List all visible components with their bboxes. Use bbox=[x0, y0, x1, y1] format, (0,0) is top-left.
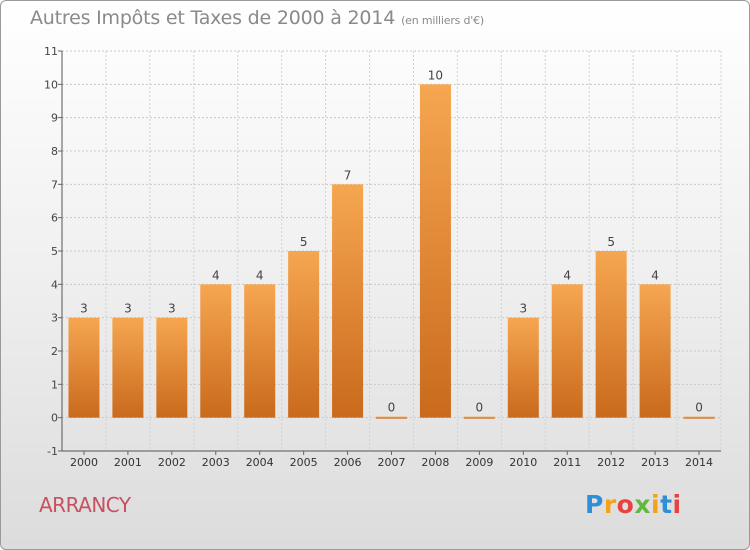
bar-2006 bbox=[332, 184, 364, 418]
value-label: 4 bbox=[212, 268, 220, 282]
x-tick-label: 2014 bbox=[685, 456, 713, 469]
x-tick-label: 2004 bbox=[246, 456, 274, 469]
bar-2011 bbox=[551, 284, 583, 418]
value-label: 7 bbox=[344, 168, 352, 182]
title-text: Autres Impôts et Taxes de 2000 à 2014 bbox=[30, 7, 396, 29]
y-tick-label: 8 bbox=[51, 145, 58, 158]
axes: -1 0 1 2 3 4 5 6 7 8 9 10 11 2000 2001 2002 2003 2004 2005… bbox=[44, 45, 721, 469]
bar-2008 bbox=[419, 84, 451, 418]
bar-2014 bbox=[683, 416, 715, 419]
value-label: 3 bbox=[124, 302, 132, 316]
bar-2013 bbox=[639, 284, 671, 418]
bar-2005 bbox=[288, 251, 320, 418]
y-tick-label: 7 bbox=[51, 178, 58, 191]
bar-2004 bbox=[244, 284, 276, 418]
x-tick-label: 2013 bbox=[641, 456, 669, 469]
value-label: 4 bbox=[256, 268, 264, 282]
value-label: 3 bbox=[519, 302, 527, 316]
bar-2000 bbox=[68, 317, 100, 418]
x-tick-label: 2011 bbox=[553, 456, 581, 469]
bar-2007 bbox=[376, 416, 407, 419]
value-label: 0 bbox=[388, 401, 396, 415]
x-tick-label: 2002 bbox=[158, 456, 186, 469]
value-label: 0 bbox=[695, 401, 703, 415]
proxiti-logo[interactable]: Proxiti bbox=[585, 490, 682, 519]
x-tick-label: 2009 bbox=[465, 456, 493, 469]
bar-2002 bbox=[156, 317, 188, 418]
bar-2003 bbox=[200, 284, 232, 418]
value-label: 3 bbox=[168, 302, 176, 316]
value-label: 4 bbox=[651, 268, 659, 282]
chart-title: Autres Impôts et Taxes de 2000 à 2014 (en… bbox=[30, 7, 484, 29]
y-tick-label: 11 bbox=[44, 45, 58, 58]
value-label: 5 bbox=[300, 235, 308, 249]
x-tick-label: 2005 bbox=[290, 456, 318, 469]
x-tick-label: 2001 bbox=[114, 456, 142, 469]
x-tick-label: 2003 bbox=[202, 456, 230, 469]
bars bbox=[68, 84, 715, 419]
x-tick-label: 2006 bbox=[334, 456, 362, 469]
x-tick-label: 2000 bbox=[70, 456, 98, 469]
value-label: 0 bbox=[476, 401, 484, 415]
y-tick-label: 10 bbox=[44, 78, 58, 91]
x-tick-label: 2007 bbox=[378, 456, 406, 469]
bar-2012 bbox=[595, 251, 627, 418]
y-tick-label: 9 bbox=[51, 112, 58, 125]
bar-2010 bbox=[507, 317, 539, 418]
x-tick-label: 2010 bbox=[509, 456, 537, 469]
y-tick-label: 4 bbox=[51, 278, 58, 291]
x-tick-label: 2008 bbox=[421, 456, 449, 469]
value-label: 3 bbox=[80, 302, 88, 316]
y-tick-label: 5 bbox=[51, 245, 58, 258]
y-tick-label: -1 bbox=[47, 445, 58, 458]
x-tick-label: 2012 bbox=[597, 456, 625, 469]
commune-name: ARRANCY bbox=[39, 493, 131, 517]
y-tick-label: 0 bbox=[51, 412, 58, 425]
y-tick-label: 3 bbox=[51, 312, 58, 325]
bar-2009 bbox=[463, 416, 495, 419]
y-tick-label: 1 bbox=[51, 378, 58, 391]
bar-2001 bbox=[112, 317, 144, 418]
value-label: 10 bbox=[428, 68, 443, 82]
y-tick-label: 2 bbox=[51, 345, 58, 358]
data-labels: 3 3 3 4 4 5 7 0 10 0 3 4 5 4 0 bbox=[80, 68, 703, 414]
title-unit: (en milliers d'€) bbox=[401, 14, 484, 27]
value-label: 5 bbox=[607, 235, 615, 249]
y-tick-label: 6 bbox=[51, 212, 58, 225]
value-label: 4 bbox=[563, 268, 571, 282]
